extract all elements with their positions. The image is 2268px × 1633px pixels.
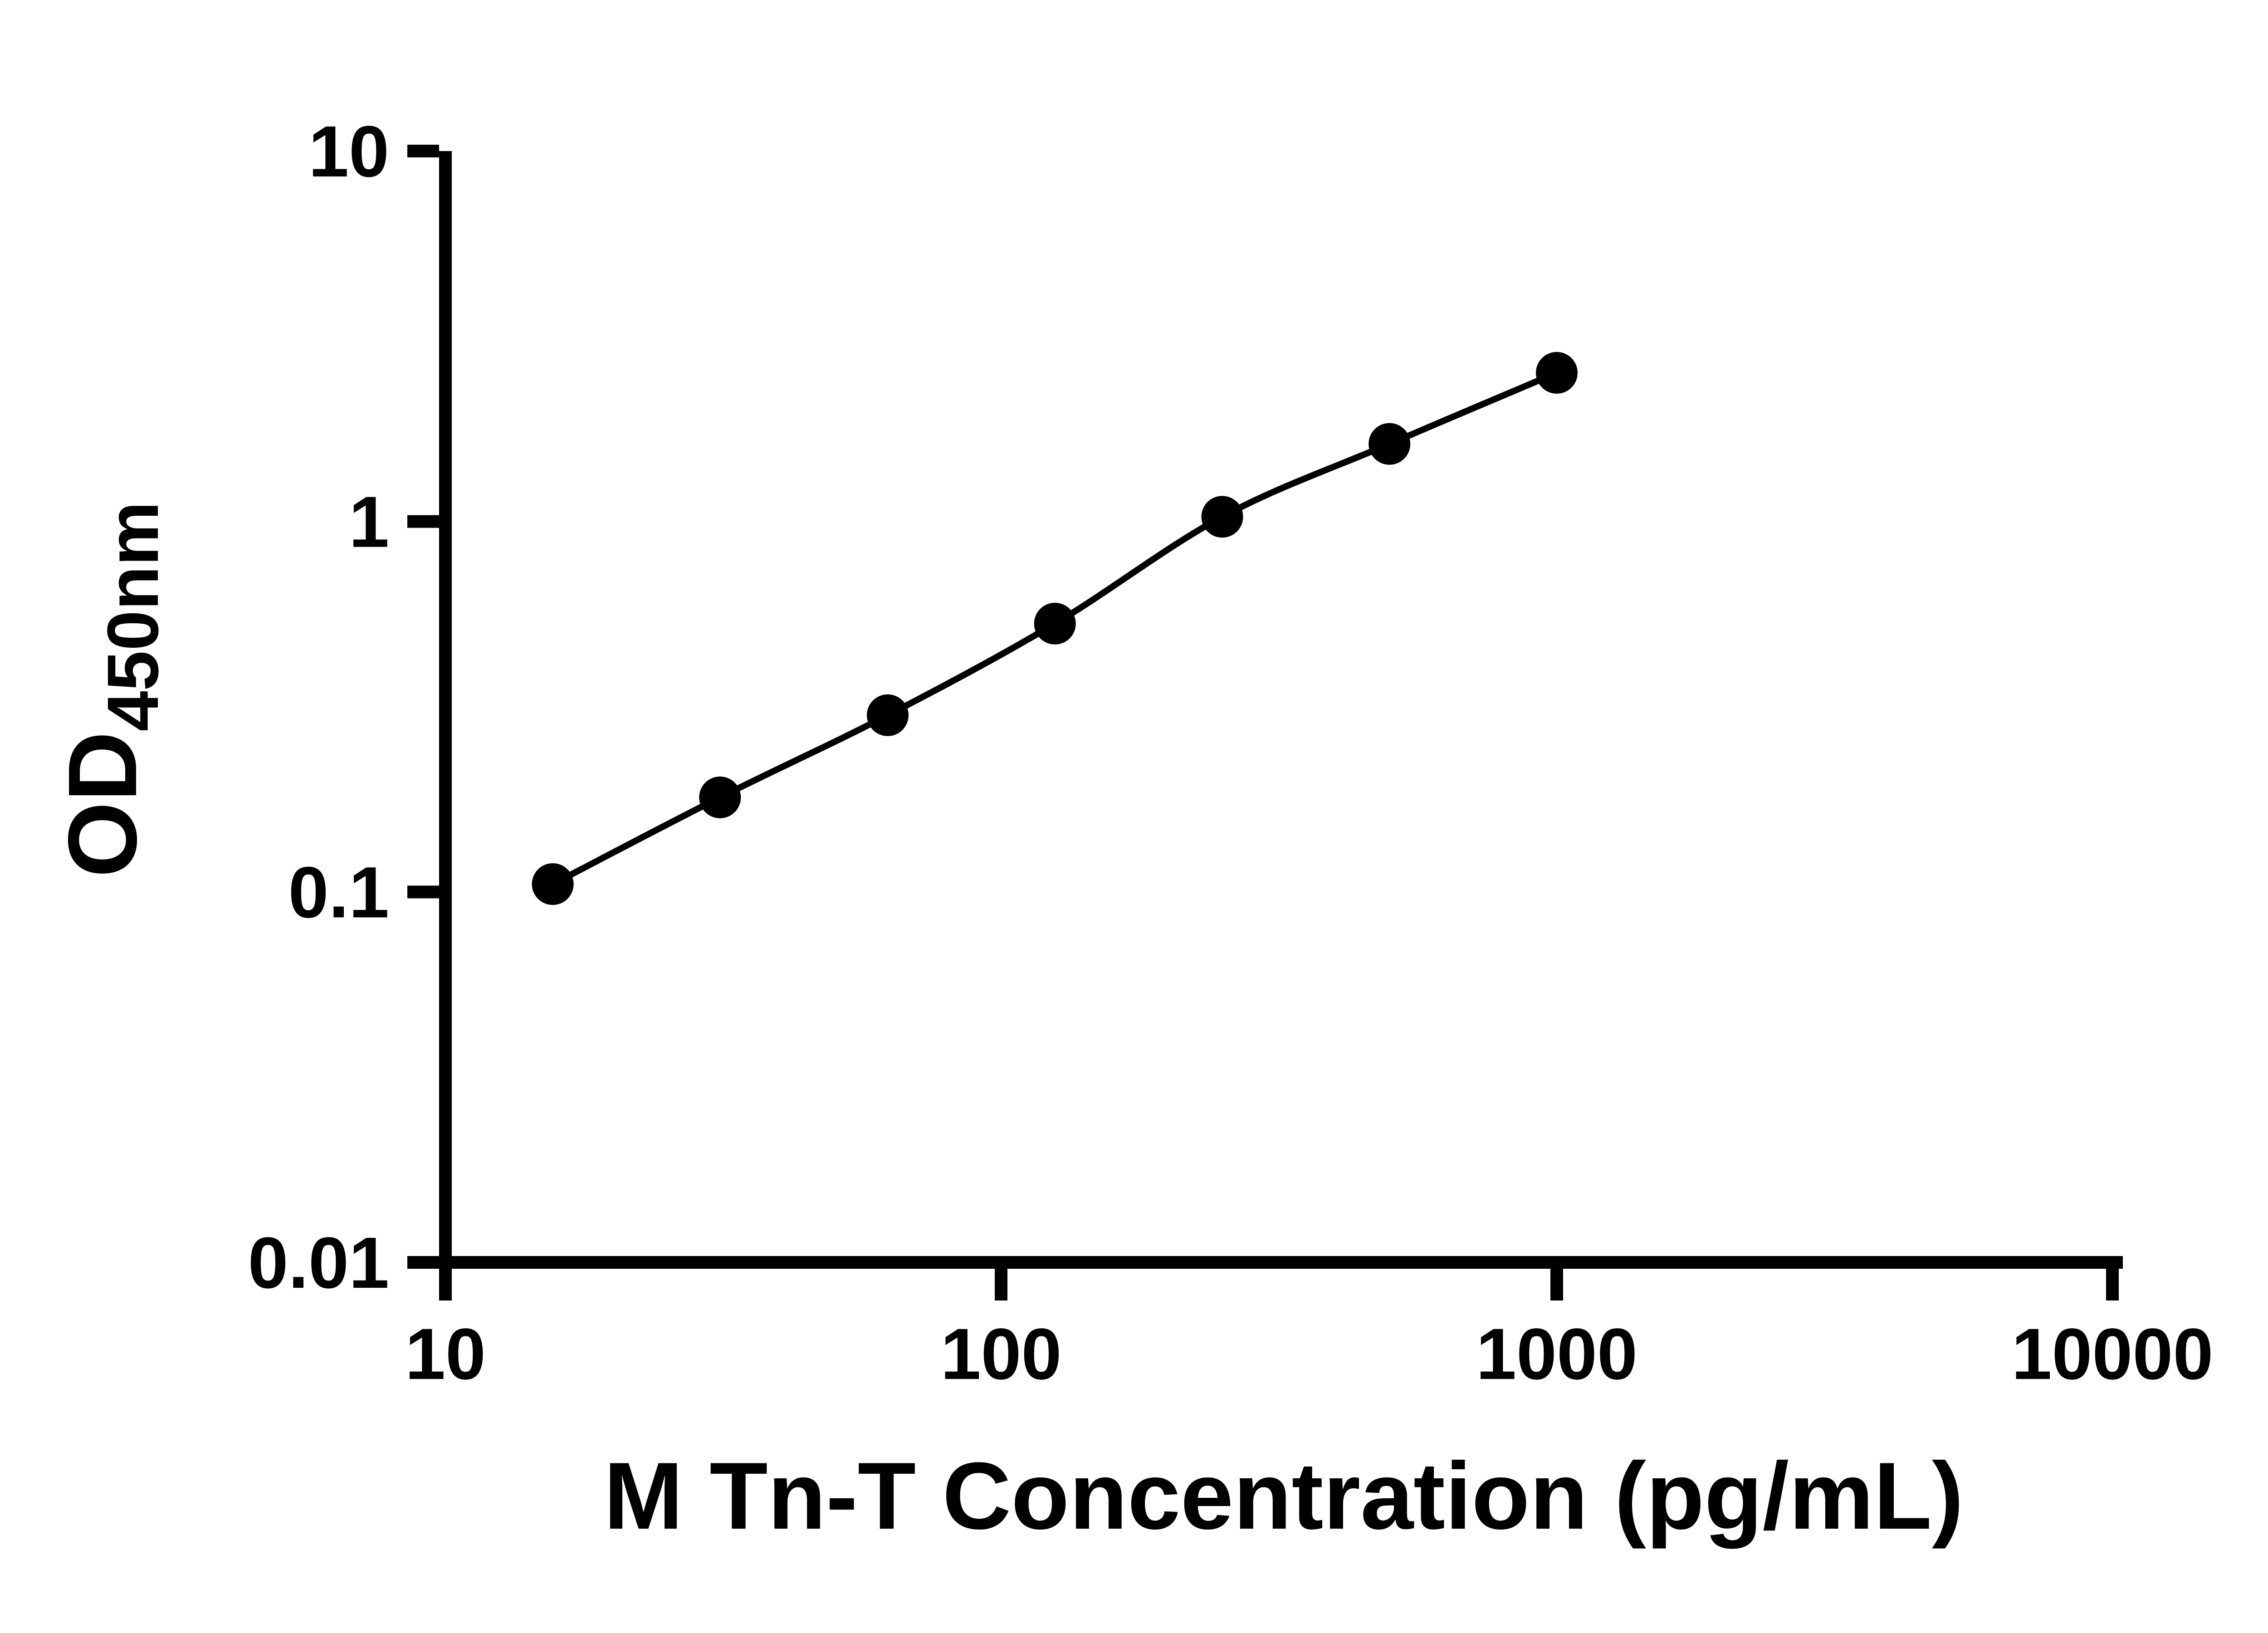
y-axis-title-main: OD: [48, 731, 157, 878]
y-tick-label: 0.1: [288, 851, 389, 933]
tick-labels: 10 100 1000 10000 0.01 0.1 1 10: [248, 111, 2214, 1394]
x-tick-label: 10000: [2012, 1313, 2214, 1394]
y-tick-label: 1: [349, 481, 389, 562]
x-tick-label: 100: [941, 1313, 1062, 1394]
data-point: [1034, 602, 1076, 645]
y-tick-label: 0.01: [248, 1222, 389, 1303]
x-axis-title: M Tn-T Concentration (pg/mL): [604, 1442, 1964, 1549]
data-point: [699, 776, 741, 818]
data-point: [532, 863, 574, 905]
data-point: [1369, 423, 1411, 465]
y-tick-label: 10: [308, 111, 389, 192]
x-tick-label: 1000: [1476, 1313, 1637, 1394]
y-axis-title: OD450nm: [48, 501, 173, 877]
y-axis-title-subscript: 450nm: [92, 501, 173, 731]
data-series: [532, 352, 1578, 905]
x-tick-label: 10: [405, 1313, 486, 1394]
axis-ticks: [407, 145, 2119, 1301]
data-point: [1201, 496, 1243, 538]
data-point: [867, 694, 909, 736]
data-point: [1536, 352, 1578, 394]
axes: [439, 151, 2123, 1269]
